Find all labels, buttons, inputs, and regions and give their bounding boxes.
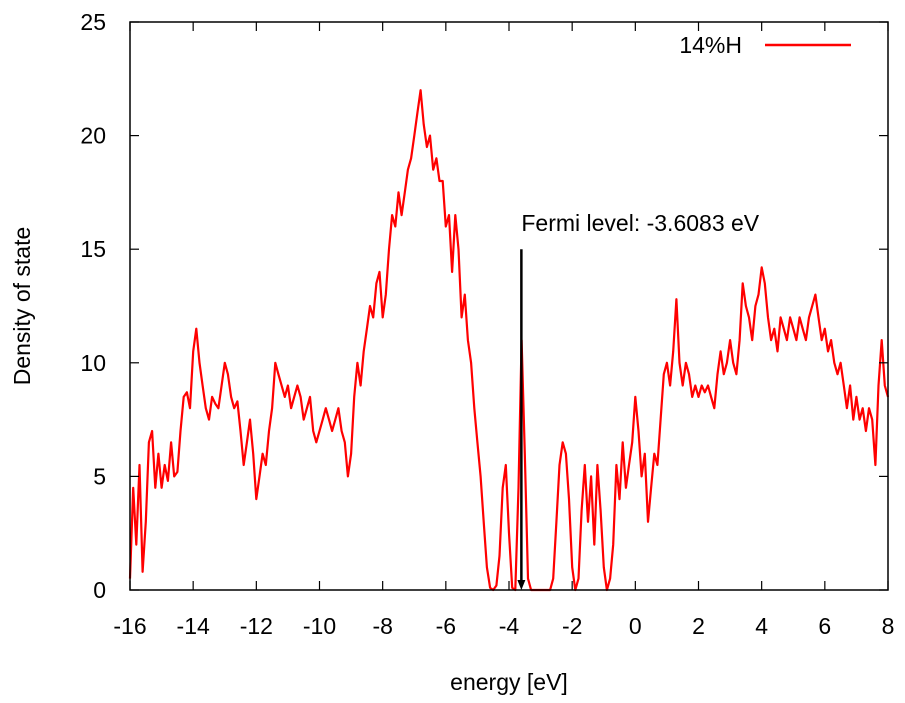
x-tick-label: 8 [882,613,895,639]
x-tick-label: -14 [177,613,210,639]
fermi-arrow-head [517,580,526,590]
x-tick-label: -6 [436,613,456,639]
y-tick-label: 20 [80,123,106,149]
y-tick-label: 5 [93,463,106,489]
y-tick-label: 15 [80,236,106,262]
y-tick-label: 0 [93,577,106,603]
x-tick-label: -12 [240,613,273,639]
legend: 14%H [679,32,851,58]
x-tick-label: 0 [629,613,642,639]
x-tick-label: -2 [562,613,582,639]
y-axis-label: Density of state [9,227,35,386]
x-axis-ticks: -16 -14 -12 -10 -8 -6 -4 -2 0 2 4 6 8 [113,22,894,639]
series-line-14%H [128,89,890,592]
x-axis-label: energy [eV] [450,669,568,695]
x-tick-label: 4 [755,613,768,639]
x-tick-label: -16 [113,613,146,639]
series-layer [128,89,890,592]
x-tick-label: 6 [818,613,831,639]
y-tick-label: 25 [80,9,106,35]
annotation-layer: Fermi level: -3.6083 eV [517,210,760,590]
x-tick-label: -8 [372,613,392,639]
y-tick-label: 10 [80,350,106,376]
legend-label: 14%H [679,32,742,58]
x-tick-label: 2 [692,613,705,639]
x-tick-label: -4 [499,613,520,639]
fermi-level-label: Fermi level: -3.6083 eV [521,210,759,236]
x-tick-label: -10 [303,613,336,639]
y-axis-ticks: 0 5 10 15 20 25 [80,9,888,603]
